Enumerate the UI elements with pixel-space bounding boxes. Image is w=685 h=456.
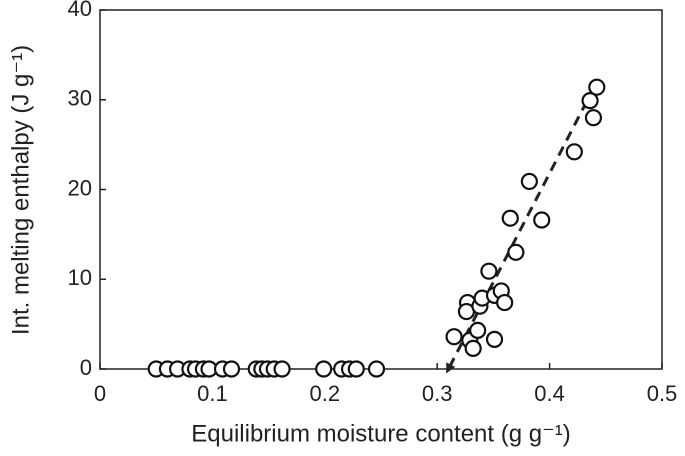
- point: [315, 360, 333, 378]
- x-tick-label: 0.3: [422, 381, 453, 406]
- y-tick-label: 30: [68, 86, 92, 111]
- point: [565, 143, 583, 161]
- point: [581, 92, 599, 110]
- point: [464, 339, 482, 357]
- point: [584, 109, 603, 127]
- x-tick-label: 0.4: [534, 381, 565, 406]
- y-tick-label: 20: [68, 175, 92, 200]
- point: [480, 262, 498, 280]
- x-tick-label: 0: [94, 381, 106, 406]
- point: [501, 209, 519, 227]
- x-tick-label: 0.2: [310, 381, 341, 406]
- point: [469, 321, 487, 340]
- point: [588, 78, 606, 96]
- point: [273, 360, 291, 378]
- point: [222, 360, 241, 378]
- y-tick-label: 0: [80, 355, 92, 380]
- point: [507, 243, 525, 261]
- point: [533, 211, 551, 229]
- y-tick-label: 10: [68, 265, 92, 290]
- trend-line: [446, 85, 596, 374]
- x-tick-label: 0.1: [197, 381, 228, 406]
- x-axis-label: Equilibrium moisture content (g g⁻¹): [191, 420, 570, 447]
- point: [445, 328, 463, 346]
- y-tick-label: 40: [68, 0, 92, 21]
- point: [485, 330, 504, 348]
- point: [496, 293, 514, 312]
- x-tick-label: 0.5: [647, 381, 678, 406]
- plot-frame: [99, 9, 663, 370]
- point: [347, 360, 365, 378]
- point: [520, 172, 538, 191]
- point: [367, 360, 386, 378]
- y-axis-label: Int. melting enthalpy (J g⁻¹): [7, 45, 34, 335]
